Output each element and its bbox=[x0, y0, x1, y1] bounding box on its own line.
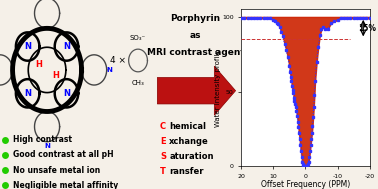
Text: S: S bbox=[160, 152, 166, 161]
Y-axis label: Water intensity profile: Water intensity profile bbox=[214, 49, 220, 127]
Text: N: N bbox=[24, 42, 31, 51]
Text: E: E bbox=[160, 137, 166, 146]
Text: SO₃⁻: SO₃⁻ bbox=[130, 35, 146, 41]
Text: MRI contrast agent: MRI contrast agent bbox=[147, 48, 245, 57]
Text: T: T bbox=[160, 167, 166, 177]
Text: H: H bbox=[52, 71, 59, 80]
Text: N: N bbox=[107, 67, 113, 73]
Text: No unsafe metal ion: No unsafe metal ion bbox=[12, 166, 100, 175]
Text: ransfer: ransfer bbox=[169, 167, 204, 177]
Text: N: N bbox=[44, 143, 50, 149]
Text: N: N bbox=[63, 89, 70, 98]
Text: H: H bbox=[35, 60, 42, 69]
Text: N: N bbox=[24, 89, 31, 98]
Text: 4 ×: 4 × bbox=[110, 56, 125, 65]
Text: Good contrast at all pH: Good contrast at all pH bbox=[12, 150, 113, 160]
Text: xchange: xchange bbox=[169, 137, 209, 146]
Text: 15%: 15% bbox=[358, 24, 376, 33]
Text: Negligible metal affinity: Negligible metal affinity bbox=[12, 181, 118, 189]
Text: CH₃: CH₃ bbox=[132, 80, 144, 86]
Text: High contrast: High contrast bbox=[12, 135, 71, 144]
Polygon shape bbox=[157, 66, 235, 115]
Text: Porphyrin: Porphyrin bbox=[170, 14, 221, 23]
X-axis label: Offset Frequency (PPM): Offset Frequency (PPM) bbox=[261, 180, 350, 189]
Text: N: N bbox=[63, 42, 70, 51]
Text: as: as bbox=[190, 31, 201, 40]
Text: aturation: aturation bbox=[169, 152, 214, 161]
Text: hemical: hemical bbox=[169, 122, 206, 131]
Text: C: C bbox=[160, 122, 166, 131]
